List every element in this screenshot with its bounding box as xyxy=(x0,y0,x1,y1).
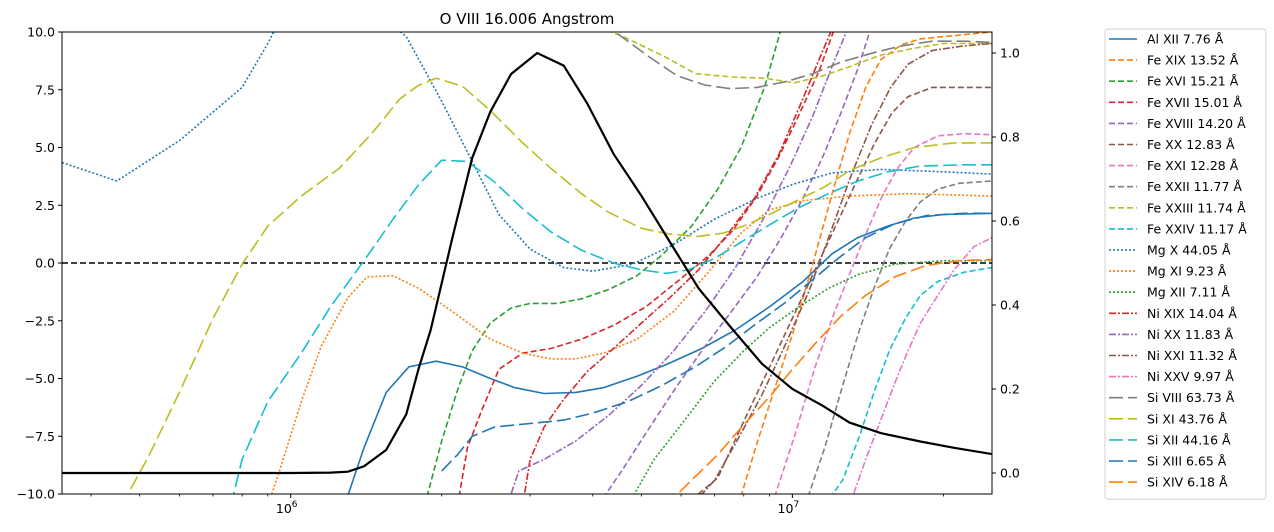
legend-label: Al XII 7.76 Å xyxy=(1147,32,1224,47)
y-tick-label: −7.5 xyxy=(25,429,55,444)
series-line-16 xyxy=(852,236,992,494)
legend-box xyxy=(1104,28,1267,500)
legend-label: Ni XXI 11.32 Å xyxy=(1147,348,1237,363)
legend-label: Fe XXIV 11.17 Å xyxy=(1147,221,1247,236)
series-line-17 xyxy=(610,32,992,90)
chart-title: O VIII 16.006 Angstrom xyxy=(440,10,615,28)
series-line-15 xyxy=(701,42,992,494)
x-tick-label: 107 xyxy=(778,500,800,516)
y-tick-label: −5.0 xyxy=(25,371,55,386)
y-tick-label: −2.5 xyxy=(25,313,55,328)
series-line-18 xyxy=(126,77,992,494)
series-layer xyxy=(62,32,992,494)
series-line-1 xyxy=(740,32,992,494)
legend-label: Fe XVII 15.01 Å xyxy=(1147,95,1242,110)
legend-label: Fe XXIII 11.74 Å xyxy=(1147,200,1246,215)
series-line-0 xyxy=(347,212,992,494)
y2-tick-label: 0.6 xyxy=(1000,214,1020,229)
legend-label: Mg XII 7.11 Å xyxy=(1147,285,1230,300)
y2-tick-label: 0.4 xyxy=(1000,298,1020,313)
legend-label: Si VIII 63.73 Å xyxy=(1147,390,1235,405)
legend-label: Si XI 43.76 Å xyxy=(1147,411,1227,426)
series-line-5 xyxy=(697,86,992,494)
y2-tick-label: 0.8 xyxy=(1000,130,1020,145)
legend-label: Fe XIX 13.52 Å xyxy=(1147,53,1239,68)
series-line-20 xyxy=(441,212,992,472)
series-line-6 xyxy=(774,132,992,494)
y-tick-label: 7.5 xyxy=(35,82,55,97)
series-line-8 xyxy=(609,32,992,84)
legend: Al XII 7.76 Å Fe XIX 13.52 Å Fe XVI 15.21 … xyxy=(1104,28,1267,500)
y-tick-label: 0.0 xyxy=(35,256,55,271)
y-tick-label: −10.0 xyxy=(17,487,55,502)
legend-label: Ni XX 11.83 Å xyxy=(1147,327,1234,342)
x-tick-label: 106 xyxy=(276,500,298,516)
series-line-19 xyxy=(232,159,992,494)
series-line-9 xyxy=(831,266,992,494)
y-tick-label: 5.0 xyxy=(35,140,55,155)
series-line-7 xyxy=(808,180,992,494)
legend-label: Ni XIX 14.04 Å xyxy=(1147,306,1237,321)
legend-label: Mg X 44.05 Å xyxy=(1147,243,1231,258)
legend-label: Fe XXI 12.28 Å xyxy=(1147,158,1239,173)
series-line-4 xyxy=(604,32,871,494)
legend-label: Si XII 44.16 Å xyxy=(1147,432,1231,447)
y2-tick-label: 1.0 xyxy=(1000,46,1020,61)
series-line-14 xyxy=(510,32,848,494)
legend-label: Ni XXV 9.97 Å xyxy=(1147,369,1234,384)
legend-label: Fe XVI 15.21 Å xyxy=(1147,74,1239,89)
legend-label: Fe XX 12.83 Å xyxy=(1147,137,1235,152)
legend-label: Fe XXII 11.77 Å xyxy=(1147,179,1242,194)
emissivity-line xyxy=(62,51,992,475)
series-line-13 xyxy=(523,32,832,494)
y-tick-label: 2.5 xyxy=(35,198,55,213)
series-line-10 xyxy=(62,32,992,272)
legend-label: Mg XI 9.23 Å xyxy=(1147,264,1227,279)
legend-label: Si XIII 6.65 Å xyxy=(1147,454,1227,469)
series-line-2 xyxy=(426,32,782,494)
y2-tick-label: 0.0 xyxy=(1000,466,1020,481)
y2-tick-label: 0.2 xyxy=(1000,382,1020,397)
series-line-3 xyxy=(458,32,835,494)
series-line-11 xyxy=(270,192,992,494)
legend-label: Fe XVIII 14.20 Å xyxy=(1147,116,1246,131)
axes-layer: −10.0 −7.5 −5.0 −2.5 0.0 2.5 5.0 7.5 10.0 0.0 0.2 0… xyxy=(17,25,1020,517)
y-tick-label: 10.0 xyxy=(27,25,55,40)
legend-label: Si XIV 6.18 Å xyxy=(1147,475,1228,490)
